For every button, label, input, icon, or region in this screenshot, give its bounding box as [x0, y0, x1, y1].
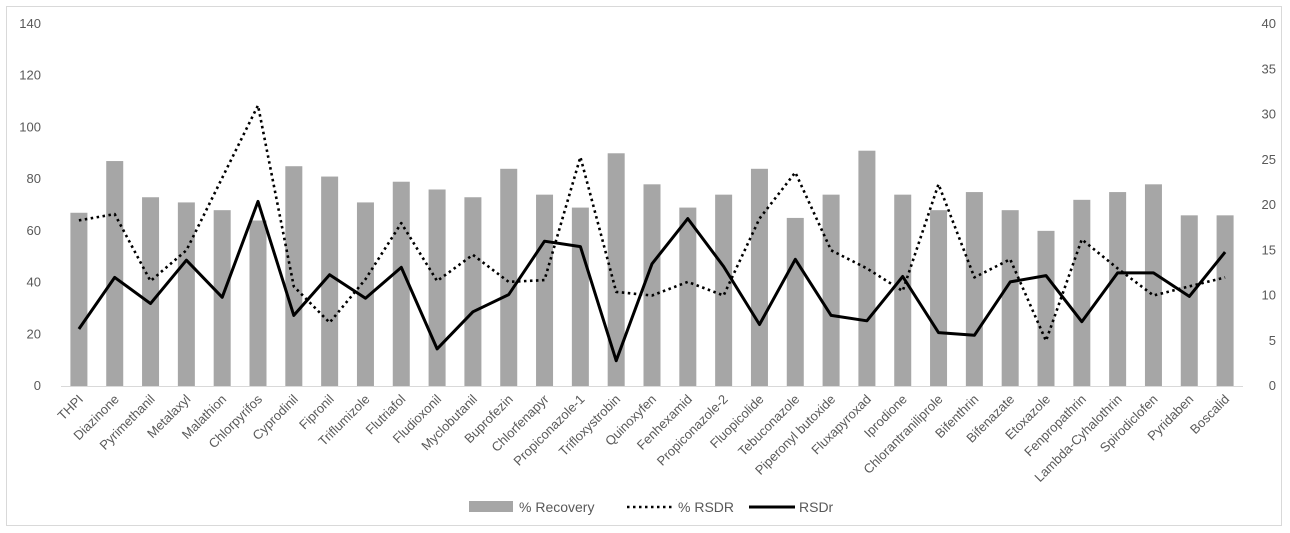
recovery-bar — [750, 168, 768, 386]
legend: % Recovery % RSDR RSDr — [469, 499, 834, 515]
legend-swatch-recovery — [469, 501, 513, 512]
y2-tick-label: 40 — [1262, 16, 1276, 31]
recovery-bar — [607, 153, 625, 386]
recovery-bar — [392, 181, 410, 386]
recovery-bar — [858, 150, 876, 386]
recovery-bar — [965, 192, 983, 386]
rsdr-repeatability-line — [77, 199, 1227, 363]
y-tick-label: 60 — [27, 223, 41, 238]
y2-tick-label: 35 — [1262, 61, 1276, 76]
recovery-bar — [786, 217, 804, 386]
rsdr-line — [78, 104, 1226, 343]
recovery-bar — [249, 220, 267, 386]
recovery-bar — [285, 166, 303, 386]
y2-tick-label: 5 — [1269, 333, 1276, 348]
recovery-bar — [1144, 184, 1162, 386]
recovery-bar — [428, 189, 446, 386]
recovery-bar — [679, 207, 697, 386]
recovery-bar — [715, 194, 733, 386]
recovery-bar — [106, 161, 124, 386]
y-tick-label: 140 — [19, 16, 41, 31]
legend-label: % RSDR — [678, 499, 734, 515]
recovery-bar — [356, 202, 374, 386]
recovery-bar — [1216, 215, 1234, 386]
recovery-bar — [500, 168, 518, 386]
y-tick-label: 20 — [27, 326, 41, 341]
legend-label: RSDr — [799, 499, 834, 515]
y-tick-label: 80 — [27, 171, 41, 186]
recovery-bar — [643, 184, 661, 386]
recovery-bar — [142, 197, 160, 386]
recovery-bar — [930, 210, 948, 386]
recovery-bar — [1037, 230, 1055, 386]
recovery-bar — [70, 212, 88, 386]
recovery-bar — [822, 194, 840, 386]
y2-tick-label: 10 — [1262, 288, 1276, 303]
recovery-bar — [321, 176, 339, 386]
recovery-bar — [894, 194, 912, 386]
recovery-bar — [536, 194, 554, 386]
y-tick-label: 100 — [19, 119, 41, 134]
legend-label: % Recovery — [519, 499, 594, 515]
recovery-bar — [1001, 210, 1019, 386]
recovery-bar — [177, 202, 195, 386]
y2-tick-label: 15 — [1262, 242, 1276, 257]
y-tick-label: 0 — [34, 378, 41, 393]
y2-tick-label: 20 — [1262, 197, 1276, 212]
x-tick-label: THPI — [54, 392, 86, 424]
y-tick-label: 120 — [19, 68, 41, 83]
recovery-bar — [571, 207, 589, 386]
y2-tick-label: 25 — [1262, 152, 1276, 167]
y2-tick-label: 0 — [1269, 378, 1276, 393]
chart: 0204060801001201400510152025303540THPIDi… — [19, 16, 1276, 515]
recovery-bars — [70, 150, 1234, 386]
recovery-bar — [1180, 215, 1198, 386]
y-tick-label: 40 — [27, 275, 41, 290]
recovery-bar — [464, 197, 482, 386]
recovery-bar — [1109, 192, 1127, 386]
chart-frame: 0 20 40 60 80 100 120 140 0 5 10 15 20 25 30 35 40 THPI Di… — [6, 6, 1282, 526]
recovery-bar — [1073, 199, 1091, 386]
x-tick-label: Boscalid — [1187, 392, 1232, 437]
rsd-lines — [77, 104, 1227, 363]
y2-tick-label: 30 — [1262, 107, 1276, 122]
